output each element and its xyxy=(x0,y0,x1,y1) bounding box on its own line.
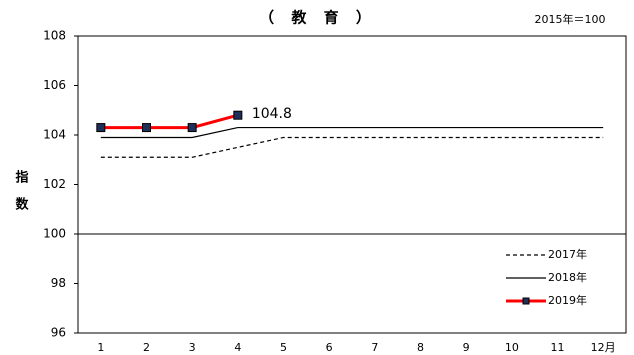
legend-label: 2018年 xyxy=(548,270,587,284)
y-tick-label: 106 xyxy=(43,78,66,92)
plot-area xyxy=(77,35,627,334)
y-tick-label: 98 xyxy=(51,276,66,290)
x-tick-label: 9 xyxy=(463,341,470,354)
legend-label: 2019年 xyxy=(548,293,587,307)
y-axis-label: 指数 xyxy=(13,169,29,224)
legend-label: 2017年 xyxy=(548,247,587,261)
x-tick-label: 5 xyxy=(280,341,287,354)
y-tick-label: 100 xyxy=(43,227,66,241)
x-tick-label: 11 xyxy=(551,341,565,354)
series-line xyxy=(100,113,239,130)
y-tick-label: 104 xyxy=(43,128,66,142)
y-tick-label: 96 xyxy=(51,326,66,340)
series-line xyxy=(100,136,604,158)
marker xyxy=(233,110,243,120)
x-tick-label: 10 xyxy=(505,341,519,354)
x-tick-label: 8 xyxy=(417,341,424,354)
x-tick-label: 2 xyxy=(143,341,150,354)
x-tick-label: 4 xyxy=(234,341,241,354)
x-tick-label: 3 xyxy=(189,341,196,354)
data-label: 104.8 xyxy=(252,106,292,122)
y-tick-label: 108 xyxy=(43,29,66,43)
x-tick-label: 12月 xyxy=(591,341,616,354)
chart-title: （ 教 育 ） xyxy=(259,9,377,27)
marker xyxy=(187,123,197,133)
marker xyxy=(142,123,151,133)
chart-subtitle: 2015年＝100 xyxy=(535,12,606,26)
x-tick-label: 7 xyxy=(371,341,378,354)
x-tick-label: 1 xyxy=(97,341,104,354)
marker xyxy=(96,123,106,133)
series-line xyxy=(100,126,604,139)
legend-marker xyxy=(522,297,530,305)
y-tick-label: 102 xyxy=(43,177,66,191)
x-tick-label: 6 xyxy=(326,341,333,354)
